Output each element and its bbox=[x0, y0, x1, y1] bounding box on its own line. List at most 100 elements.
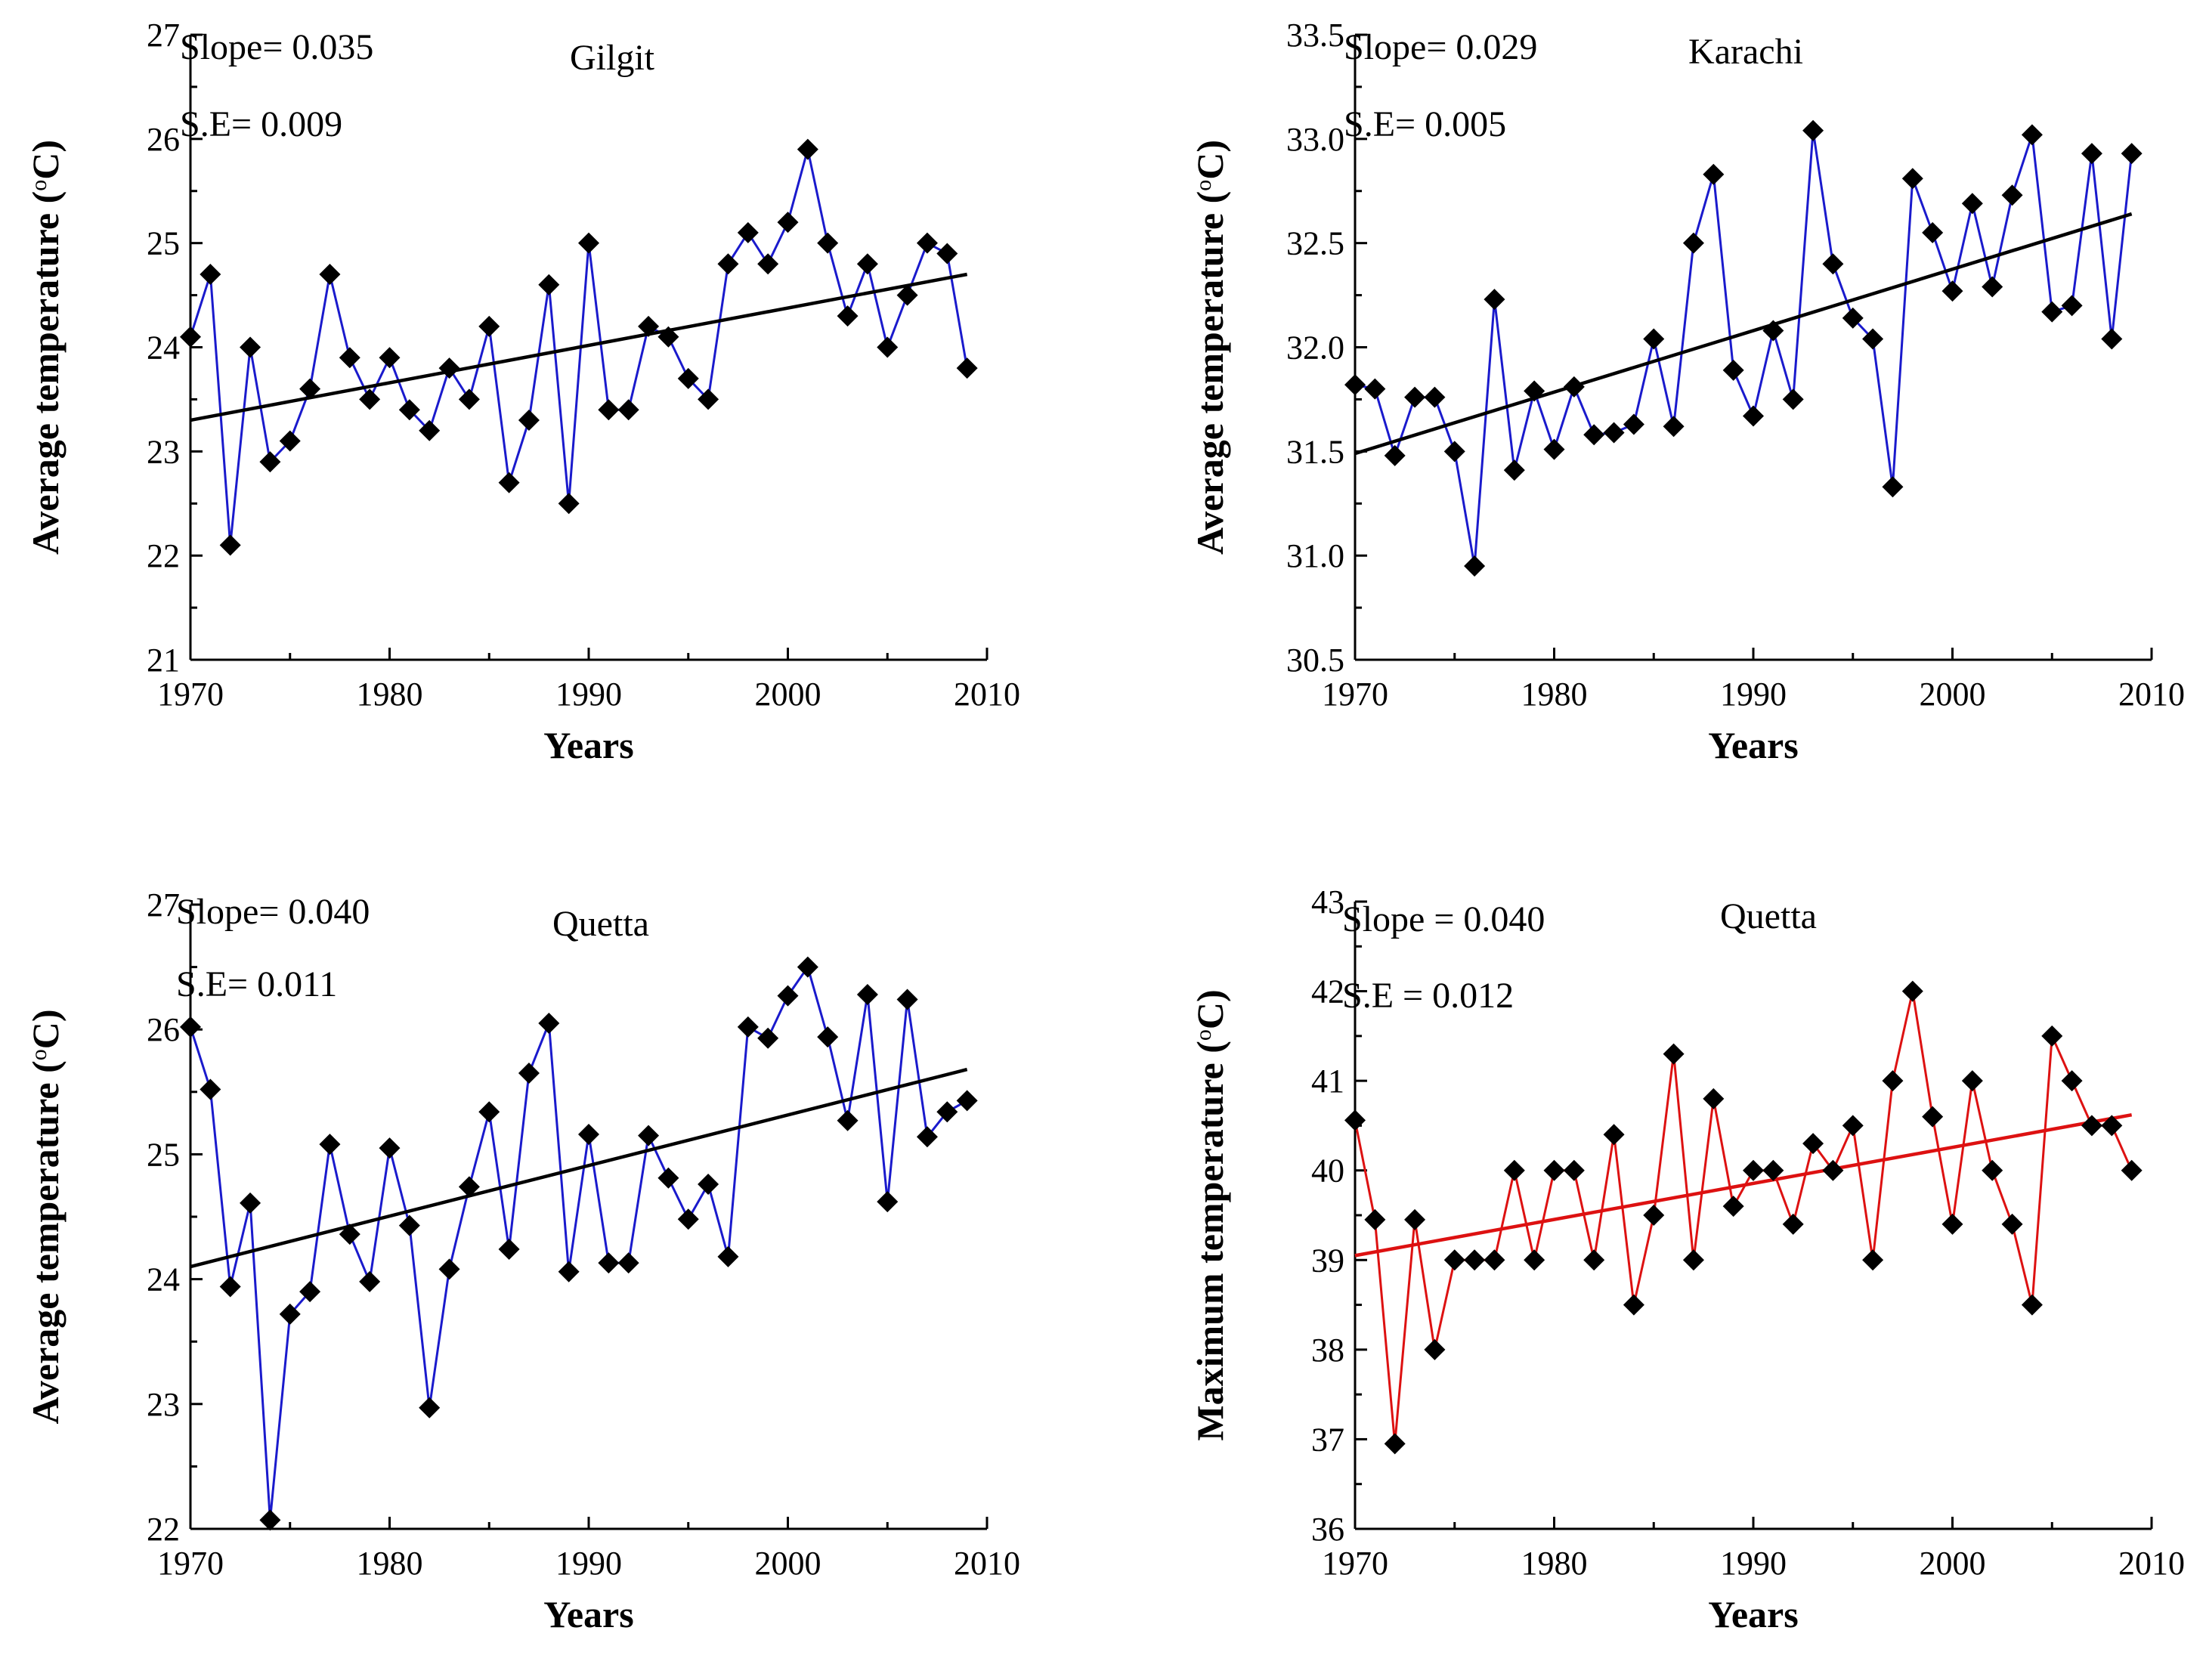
data-point bbox=[299, 1281, 321, 1303]
trend-line bbox=[190, 272, 968, 422]
x-tick-label: 1970 bbox=[1322, 1545, 1388, 1582]
x-axis-title: Years bbox=[543, 724, 633, 766]
data-point bbox=[419, 419, 441, 441]
y-axis-title: Average temperature (oC) bbox=[1189, 140, 1231, 555]
data-point bbox=[518, 409, 540, 431]
data-point bbox=[1682, 232, 1704, 254]
x-tick-label: 2000 bbox=[755, 1545, 821, 1582]
x-tick-label: 2010 bbox=[2118, 1545, 2185, 1582]
data-point bbox=[538, 1012, 560, 1034]
data-point bbox=[1484, 1249, 1505, 1271]
data-point bbox=[617, 399, 639, 421]
data-point bbox=[2101, 328, 2123, 350]
data-point bbox=[1663, 416, 1685, 438]
data-point bbox=[1703, 1088, 1725, 1109]
panel-gilgit-average: 21 22 23 24 25 26 27 1970 1980 1990 2000 2010 Years A… bbox=[24, 17, 1020, 766]
data-point bbox=[856, 253, 878, 275]
data-point bbox=[259, 1509, 281, 1531]
data-point bbox=[219, 1276, 241, 1298]
x-tick-label: 2000 bbox=[1920, 676, 1986, 713]
data-point bbox=[558, 493, 580, 515]
data-point bbox=[438, 357, 460, 379]
data-point bbox=[1404, 386, 1426, 408]
data-point bbox=[319, 1134, 341, 1156]
data-point bbox=[2041, 1025, 2063, 1047]
data-point bbox=[1583, 424, 1605, 446]
data-point bbox=[180, 1016, 201, 1038]
data-point bbox=[737, 221, 759, 243]
data-point bbox=[896, 989, 918, 1010]
data-point bbox=[2081, 1115, 2102, 1137]
series-line bbox=[189, 149, 969, 546]
trend-line bbox=[1354, 212, 2133, 456]
x-tick-label: 1980 bbox=[357, 1545, 423, 1582]
data-point bbox=[1882, 476, 1904, 498]
data-point bbox=[1901, 980, 1923, 1002]
data-point bbox=[1384, 444, 1406, 466]
data-point bbox=[1862, 328, 1884, 350]
data-point bbox=[1443, 1249, 1465, 1271]
x-tick-label: 1970 bbox=[1322, 676, 1388, 713]
se-annotation: S.E= 0.005 bbox=[1344, 104, 1506, 144]
data-point bbox=[538, 274, 560, 295]
data-point bbox=[1424, 386, 1446, 408]
data-point bbox=[717, 1245, 739, 1267]
data-point bbox=[877, 336, 899, 358]
data-point bbox=[200, 264, 221, 286]
data-point bbox=[279, 1303, 301, 1325]
data-point bbox=[757, 253, 779, 275]
y-tick-label: 36 bbox=[1311, 1511, 1344, 1548]
data-point bbox=[1982, 276, 2003, 298]
data-point bbox=[956, 1090, 978, 1112]
data-point bbox=[1762, 320, 1784, 342]
data-point bbox=[1982, 1159, 2003, 1181]
panel-quetta-average: 22 23 24 25 26 27 1970 1980 1990 2000 2010 Years Ave… bbox=[24, 886, 1020, 1635]
data-point bbox=[518, 1063, 540, 1084]
data-point bbox=[2021, 124, 2043, 146]
data-point bbox=[379, 1137, 401, 1159]
x-tick-label: 1980 bbox=[357, 676, 423, 713]
se-annotation: S.E = 0.012 bbox=[1342, 976, 1514, 1016]
data-point bbox=[657, 1167, 679, 1189]
data-point bbox=[1603, 1124, 1625, 1146]
y-tick-label: 27 bbox=[147, 886, 180, 924]
data-point bbox=[2081, 143, 2102, 165]
data-point bbox=[1901, 168, 1923, 190]
x-tick-label: 2010 bbox=[2118, 676, 2185, 713]
data-point bbox=[1404, 1208, 1426, 1230]
panel-quetta-maximum: 36 37 38 39 40 41 42 43 1970 1980 1990 2000 2010 Year… bbox=[1189, 883, 2185, 1635]
y-tick-label: 21 bbox=[147, 642, 180, 679]
data-point bbox=[1802, 119, 1824, 141]
data-point bbox=[339, 1224, 360, 1245]
station-label: Quetta bbox=[1720, 896, 1817, 936]
se-annotation: S.E= 0.009 bbox=[180, 104, 342, 144]
data-point bbox=[1563, 376, 1585, 398]
data-point bbox=[398, 1214, 420, 1236]
data-point bbox=[1782, 388, 1804, 410]
data-point bbox=[478, 1101, 500, 1123]
series-line bbox=[189, 964, 968, 1521]
station-label: Karachi bbox=[1688, 32, 1803, 72]
slope-annotation: Slope = 0.040 bbox=[1342, 899, 1545, 939]
data-point bbox=[299, 378, 321, 400]
data-point bbox=[677, 1208, 699, 1230]
data-point bbox=[1364, 378, 1386, 400]
data-point bbox=[1922, 221, 1944, 243]
data-point bbox=[1503, 1159, 1525, 1181]
data-point bbox=[1862, 1249, 1884, 1271]
data-point bbox=[1722, 1196, 1744, 1217]
data-point bbox=[1464, 555, 1486, 577]
data-point bbox=[617, 1252, 639, 1274]
data-point bbox=[1922, 1106, 1944, 1128]
y-tick-label: 33.0 bbox=[1286, 121, 1344, 158]
data-point bbox=[1822, 1159, 1844, 1181]
data-point bbox=[916, 1126, 938, 1148]
station-label: Gilgit bbox=[570, 38, 655, 78]
data-point bbox=[677, 367, 699, 389]
x-axis-title: Years bbox=[1708, 724, 1798, 766]
data-point bbox=[458, 1176, 480, 1198]
x-tick-label: 1980 bbox=[1521, 1545, 1588, 1582]
data-point bbox=[1543, 1159, 1565, 1181]
data-point bbox=[438, 1258, 460, 1280]
